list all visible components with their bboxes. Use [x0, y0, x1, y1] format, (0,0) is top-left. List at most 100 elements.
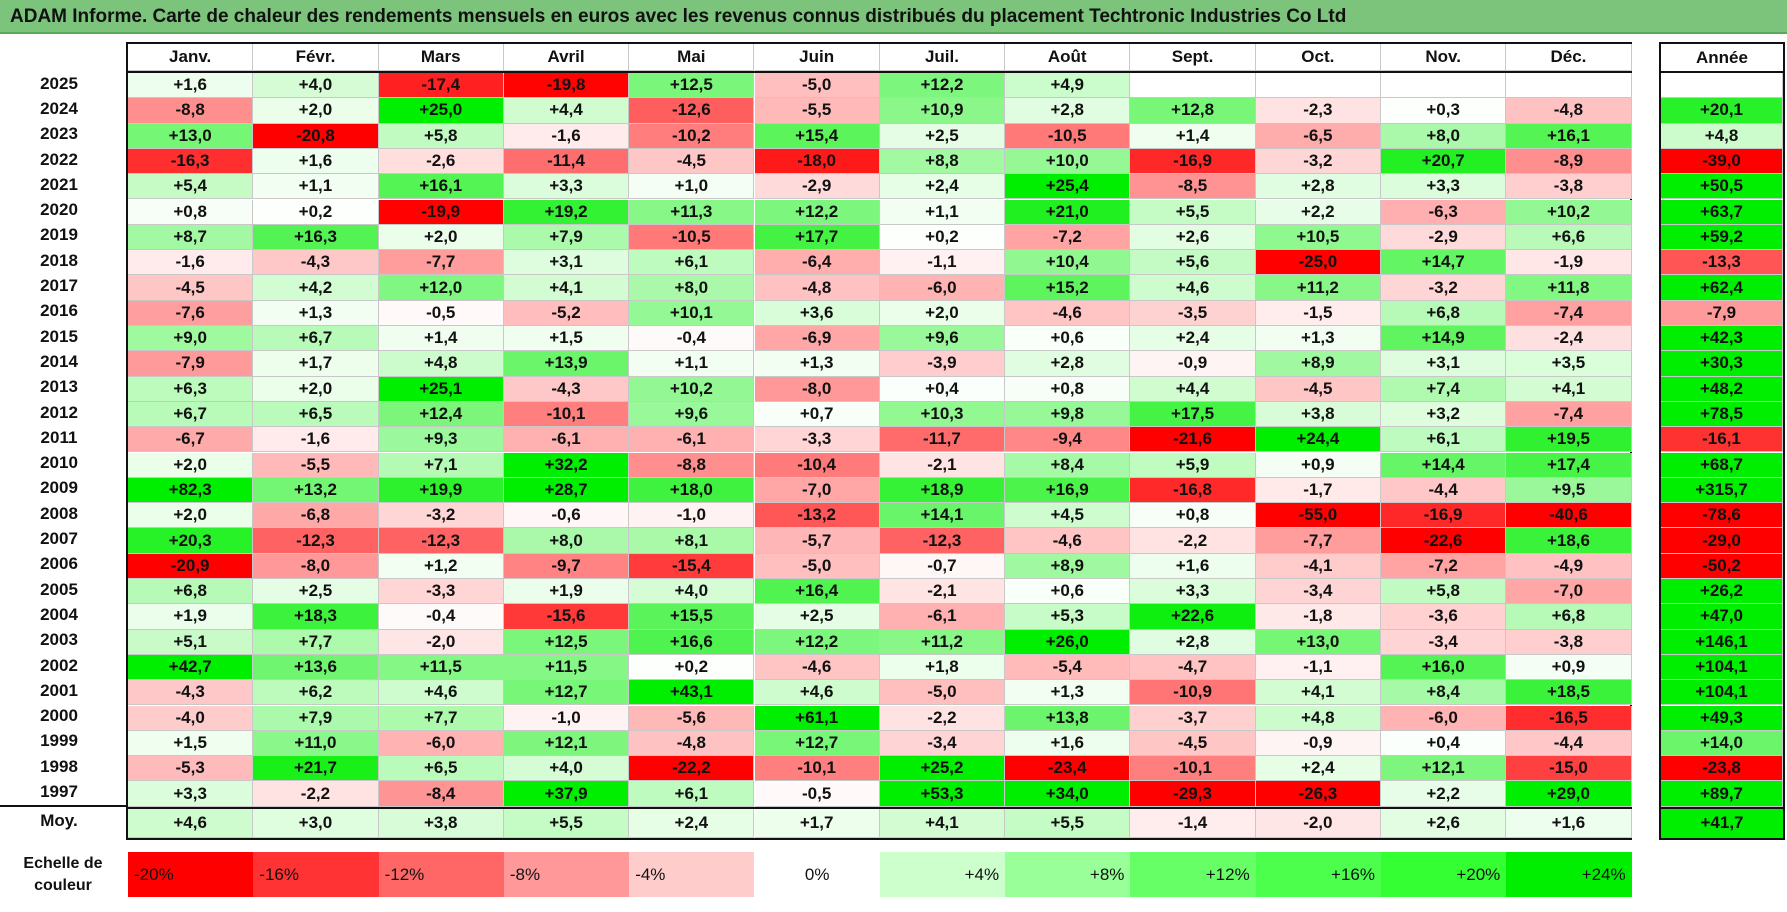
- heatmap-cell: +5,1: [128, 629, 254, 655]
- heatmap-cell: -8,8: [128, 98, 254, 124]
- heatmap-cell: +61,1: [754, 705, 880, 731]
- heatmap-cell: +0,8: [1130, 503, 1256, 529]
- heatmap-cell: -10,1: [754, 756, 880, 782]
- heatmap-cell: +2,4: [1130, 326, 1256, 352]
- average-cell: +2,4: [629, 808, 755, 838]
- heatmap-cell: +7,7: [378, 705, 504, 731]
- heatmap-cell: -1,5: [1255, 300, 1381, 326]
- heatmap-cell: +10,2: [1506, 199, 1632, 225]
- heatmap-cell: -29,3: [1130, 781, 1256, 807]
- heatmap-cell: +0,3: [1381, 98, 1507, 124]
- heatmap-cell: -11,4: [503, 148, 630, 175]
- heatmap-cell: +9,0: [128, 326, 254, 352]
- heatmap-cell: -9,7: [503, 553, 630, 579]
- heatmap-cell: +5,4: [128, 174, 254, 200]
- year-label: 2001: [40, 680, 78, 700]
- year-label: 2022: [40, 149, 78, 169]
- heatmap-cell: +8,0: [503, 528, 630, 554]
- heatmap-cell: -16,3: [128, 148, 254, 175]
- heatmap-cell: +12,2: [754, 199, 880, 225]
- average-cell: -2,0: [1255, 808, 1381, 838]
- heatmap-cell: -8,5: [1130, 174, 1256, 200]
- average-cell: +5,5: [1005, 808, 1131, 838]
- color-scale-swatch: +4%: [879, 852, 1006, 897]
- heatmap-cell: -0,5: [378, 300, 504, 326]
- heatmap-cell: -0,9: [1255, 730, 1381, 757]
- heatmap-cell: -4,3: [128, 680, 254, 706]
- heatmap-cell: +4,2: [253, 275, 379, 301]
- heatmap-cell: +1,9: [128, 604, 254, 630]
- heatmap-cell: +1,4: [1130, 123, 1256, 149]
- heatmap-cell: -12,3: [378, 528, 504, 554]
- heatmap-cell: +4,1: [503, 275, 630, 301]
- month-header: Sept.: [1130, 44, 1256, 71]
- annual-cell: -7,9: [1661, 300, 1783, 326]
- heatmap-cell: +22,6: [1130, 604, 1256, 630]
- heatmap-cell: -7,6: [128, 300, 254, 326]
- heatmap-cell: -3,2: [1255, 148, 1381, 175]
- heatmap-cell: +8,1: [629, 528, 755, 554]
- heatmap-cell: -4,8: [629, 730, 755, 757]
- heatmap-cell: +3,3: [128, 781, 254, 807]
- heatmap-cell: +1,5: [503, 326, 630, 352]
- annual-cell: +14,0: [1661, 730, 1783, 757]
- heatmap-cell: -6,0: [879, 275, 1006, 301]
- heatmap-cell: -1,8: [1255, 604, 1381, 630]
- heatmap-cell: -20,8: [253, 123, 379, 149]
- annual-cell: +104,1: [1661, 680, 1783, 706]
- heatmap-cell: +19,5: [1506, 427, 1632, 453]
- heatmap-cell: +16,0: [1381, 654, 1507, 681]
- heatmap-cell: -3,4: [1255, 579, 1381, 605]
- heatmap-cell: -0,4: [629, 326, 755, 352]
- heatmap-cell: +1,1: [629, 351, 755, 377]
- heatmap-cell: -3,6: [1381, 604, 1507, 630]
- heatmap-cell: -40,6: [1506, 503, 1632, 529]
- average-label: Moy.: [40, 811, 78, 831]
- year-label: 2013: [40, 377, 78, 397]
- heatmap-cell: -1,6: [253, 427, 379, 453]
- heatmap-cell: -0,5: [754, 781, 880, 807]
- heatmap-cell: -0,9: [1130, 351, 1256, 377]
- heatmap-cell: -2,0: [378, 629, 504, 655]
- heatmap-cell: +4,1: [1506, 376, 1632, 402]
- heatmap-cell: +1,3: [1255, 326, 1381, 352]
- heatmap-cell: +21,7: [253, 756, 379, 782]
- heatmap-cell: -23,4: [1005, 756, 1131, 782]
- heatmap-cell: +3,2: [1381, 401, 1507, 428]
- heatmap-cell: -1,0: [629, 503, 755, 529]
- heatmap-cell: -15,0: [1506, 756, 1632, 782]
- heatmap-cell: -5,4: [1005, 654, 1131, 681]
- heatmap-cell: +5,8: [378, 123, 504, 149]
- heatmap-cell: -19,8: [503, 73, 630, 99]
- annual-cell: +30,3: [1661, 351, 1783, 377]
- heatmap-cell: +4,6: [754, 680, 880, 706]
- annual-cell: [1661, 73, 1783, 99]
- heatmap-cell: +25,4: [1005, 174, 1131, 200]
- heatmap-cell: -22,2: [629, 756, 755, 782]
- header-divider: [128, 71, 1630, 73]
- heatmap-cell: +2,2: [1381, 781, 1507, 807]
- heatmap-cell: +1,3: [754, 351, 880, 377]
- heatmap-cell: -7,7: [378, 250, 504, 276]
- heatmap-cell: +0,4: [879, 376, 1006, 402]
- heatmap-cell: +1,3: [1005, 680, 1131, 706]
- heatmap-cell: +17,5: [1130, 401, 1256, 428]
- heatmap-cell: +21,0: [1005, 199, 1131, 225]
- heatmap-cell: -2,9: [1381, 224, 1507, 251]
- heatmap-cell: +6,8: [1381, 300, 1507, 326]
- heatmap-cell: -4,8: [1506, 98, 1632, 124]
- heatmap-cell: +7,7: [253, 629, 379, 655]
- year-label: 2007: [40, 529, 78, 549]
- color-scale-swatch: +16%: [1255, 852, 1381, 897]
- year-label: 2014: [40, 351, 78, 371]
- heatmap-cell: +42,7: [128, 654, 254, 681]
- heatmap-cell: -55,0: [1255, 503, 1381, 529]
- heatmap-cell: +8,4: [1381, 680, 1507, 706]
- annual-cell: +104,1: [1661, 654, 1783, 681]
- heatmap-cell: -4,5: [1130, 730, 1256, 757]
- heatmap-cell: +9,5: [1506, 477, 1632, 504]
- heatmap-cell: +8,9: [1005, 553, 1131, 579]
- heatmap-cell: +6,7: [128, 401, 254, 428]
- heatmap-cell: -16,5: [1506, 705, 1632, 731]
- heatmap-cell: -8,9: [1506, 148, 1632, 175]
